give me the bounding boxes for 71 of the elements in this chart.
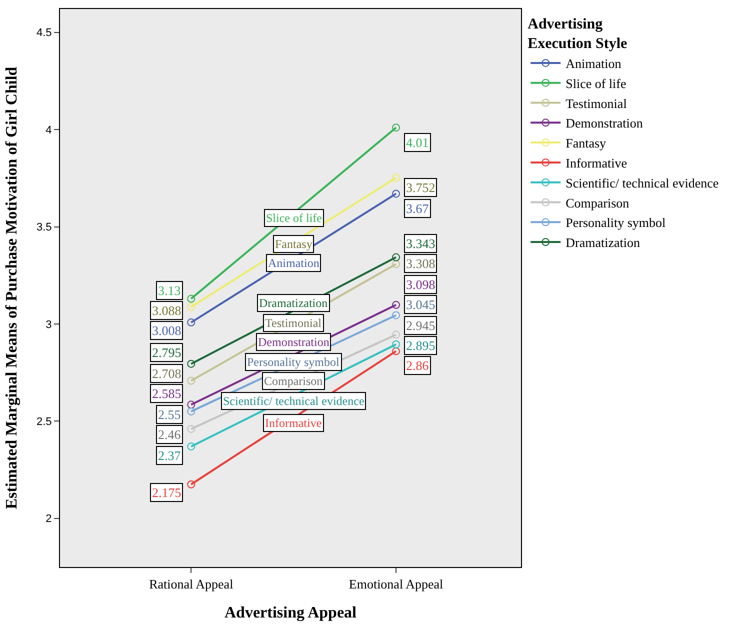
legend-label: Personality symbol	[566, 215, 666, 230]
legend-label: Dramatization	[566, 235, 640, 250]
x-tick-label: Rational Appeal	[149, 576, 234, 592]
legend-label: Scientific/ technical evidence	[566, 175, 719, 190]
data-label: 3.13	[158, 283, 181, 298]
data-label: 2.86	[406, 358, 430, 373]
data-label: 3.343	[406, 236, 436, 251]
point	[187, 400, 196, 409]
data-label: 2.945	[406, 318, 436, 333]
point	[392, 253, 400, 262]
data-label: 3.752	[406, 180, 436, 195]
text: Comparison	[264, 374, 323, 388]
point	[392, 330, 400, 339]
legend-label: Informative	[566, 156, 628, 171]
data-label: 2.708	[152, 366, 182, 381]
point	[392, 260, 400, 268]
point	[392, 340, 400, 348]
point	[392, 124, 400, 132]
legend-label: Demonstration	[566, 116, 644, 131]
point	[392, 174, 400, 182]
data-label: 3.008	[152, 323, 182, 338]
legend-title: Advertising Execution Style	[528, 16, 628, 52]
point	[187, 302, 196, 311]
point	[187, 294, 196, 303]
text: Informative	[265, 416, 322, 430]
text: Demonstration	[258, 335, 330, 349]
point	[187, 376, 196, 385]
y-tick-label: 4.5	[36, 27, 52, 40]
x-axis-title: Advertising Appeal	[224, 604, 358, 622]
data-label: 2.55	[158, 407, 181, 422]
y-axis-title: Estimated Marginal Means of Purchase Motivation of Girl Child	[3, 66, 20, 510]
point	[392, 347, 400, 356]
text: Scientific/ technical evidence	[223, 394, 364, 408]
text: Personality symbol	[247, 355, 340, 369]
data-label: 3.67	[406, 201, 430, 216]
legend-label: Comparison	[566, 195, 630, 210]
data-label: 3.098	[406, 277, 436, 292]
point	[187, 424, 196, 433]
data-label: 4.01	[406, 135, 429, 150]
y-tick-label: 3.5	[36, 222, 52, 234]
data-label: 2.175	[152, 485, 182, 500]
legend-label: Animation	[566, 56, 622, 72]
point	[187, 360, 196, 368]
legend-label: Fantasy	[566, 136, 607, 151]
text: Dramatization	[259, 296, 328, 310]
data-label: 2.795	[152, 345, 182, 360]
data-label: 2.46	[158, 427, 182, 442]
point	[187, 407, 196, 416]
point	[392, 311, 400, 320]
x-tick-label: Emotional Appeal	[348, 576, 444, 592]
y-tick-label: 2	[46, 513, 52, 526]
text: Animation	[268, 256, 320, 270]
text: Fantasy	[275, 237, 312, 251]
point	[187, 480, 196, 488]
data-label: 3.088	[152, 303, 182, 318]
point	[187, 442, 196, 450]
text: Testimonial	[265, 316, 322, 330]
y-tick-label: 4	[46, 124, 52, 136]
point	[392, 190, 400, 198]
data-label: 2.895	[406, 338, 436, 353]
data-label: 2.585	[152, 386, 182, 401]
y-tick-label: 3	[46, 318, 52, 331]
data-label: 3.308	[406, 256, 436, 271]
text: Slice of life	[266, 211, 322, 225]
data-label: 3.045	[406, 297, 436, 312]
data-label: 2.37	[158, 448, 182, 463]
point	[392, 300, 400, 309]
point	[187, 318, 196, 326]
legend-label: Testimonial	[566, 96, 628, 111]
y-tick-label: 2.5	[36, 416, 52, 428]
legend-label: Slice of life	[566, 76, 626, 91]
